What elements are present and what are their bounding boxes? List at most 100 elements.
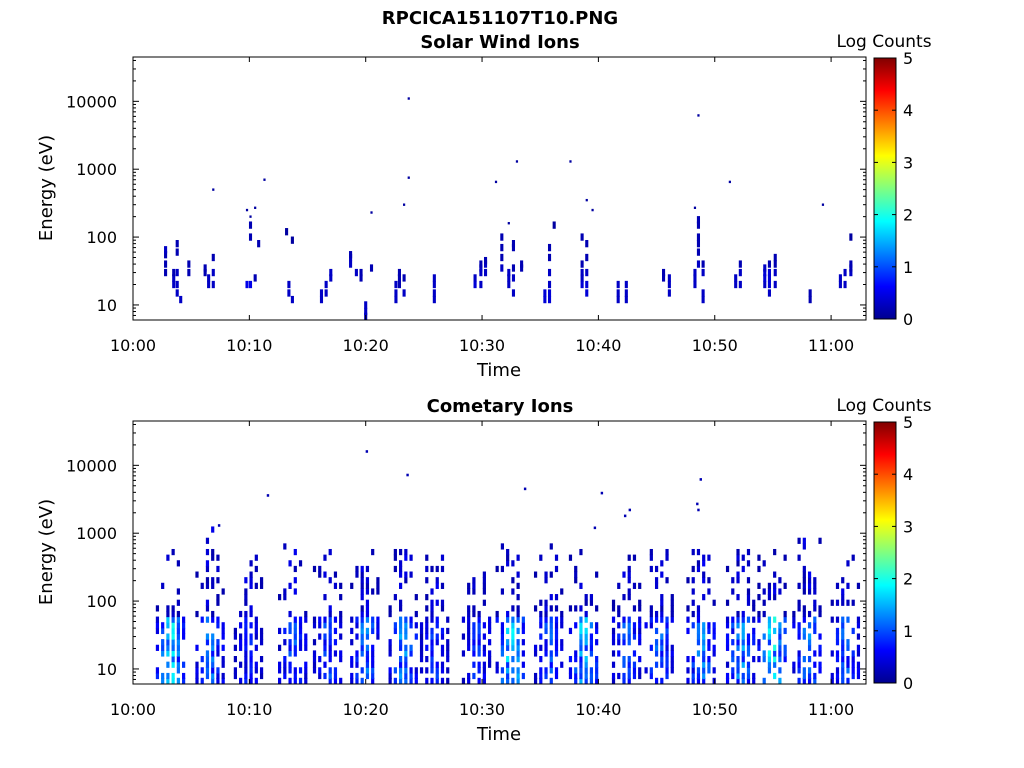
- spectrogram-cell: [851, 661, 855, 668]
- spectrogram-cell: [696, 502, 699, 506]
- spectrogram-cell: [521, 672, 525, 680]
- spectrogram-cell: [221, 622, 225, 629]
- spectrogram-cell: [574, 667, 578, 674]
- spectrogram-cell: [521, 661, 525, 668]
- spectrogram-cell: [461, 677, 466, 684]
- spectrogram-cell: [323, 594, 327, 601]
- spectrogram-cell: [399, 672, 403, 680]
- spectrogram-cell: [547, 289, 552, 297]
- spectrogram-cell: [369, 264, 374, 272]
- spectrogram-cell: [511, 627, 515, 635]
- spectrogram-cell: [702, 554, 706, 561]
- spectrogram-cell: [835, 639, 840, 646]
- spectrogram-cell: [778, 639, 782, 646]
- spectrogram-cell: [712, 677, 716, 684]
- spectrogram-cell: [435, 622, 439, 629]
- spectrogram-cell: [244, 616, 248, 623]
- spectrogram-cell: [328, 667, 332, 674]
- spectrogram-cell: [324, 289, 328, 297]
- spectrogram-cell: [482, 599, 486, 606]
- spectrogram-cell: [430, 656, 434, 663]
- spectrogram-cell: [393, 627, 397, 635]
- spectrogram-cell: [574, 577, 578, 584]
- spectrogram-cell: [600, 491, 604, 495]
- spectrogram-cell: [589, 599, 594, 606]
- spectrogram-cell: [802, 605, 806, 612]
- spectrogram-cell: [254, 616, 258, 623]
- spectrogram-cell: [328, 677, 332, 684]
- colorbar-label: Log Counts: [836, 396, 931, 416]
- spectrogram-cell: [399, 644, 403, 651]
- spectrogram-cell: [654, 610, 659, 618]
- spectrogram-cell: [767, 268, 771, 277]
- spectrogram-cell: [797, 622, 801, 629]
- spectrogram-cell: [702, 672, 706, 680]
- spectrogram-cell: [762, 633, 766, 640]
- spectrogram-cell: [195, 571, 199, 578]
- spectrogram-cell: [511, 243, 516, 252]
- x-tick-label: 10:10: [226, 336, 272, 355]
- spectrogram-cell: [304, 644, 308, 651]
- spectrogram-cell: [446, 644, 450, 651]
- spectrogram-cell: [746, 560, 751, 567]
- spectrogram-cell: [696, 565, 701, 573]
- spectrogram-cell: [665, 644, 669, 651]
- spectrogram-cell: [617, 622, 621, 629]
- spectrogram-cell: [333, 677, 338, 684]
- spectrogram-cell: [520, 264, 524, 272]
- spectrogram-cell: [249, 639, 253, 646]
- x-tick-label: 10:00: [110, 700, 156, 719]
- spectrogram-cell: [696, 672, 701, 680]
- spectrogram-cell: [654, 639, 659, 646]
- x-tick-label: 11:00: [808, 700, 854, 719]
- spectrogram-cell: [500, 650, 505, 657]
- spectrogram-cell: [547, 295, 552, 304]
- spectrogram-cell: [440, 582, 445, 589]
- spectrogram-cell: [856, 644, 861, 651]
- spectrogram-cell: [249, 605, 253, 612]
- spectrogram-cell: [731, 616, 735, 623]
- spectrogram-cell: [419, 656, 424, 663]
- spectrogram-cell: [767, 280, 771, 289]
- spectrogram-cell: [697, 508, 700, 512]
- spectrogram-cell: [707, 588, 711, 595]
- spectrogram-cell: [404, 667, 408, 674]
- spectrogram-cell: [339, 610, 343, 618]
- spectrogram-cell: [702, 661, 706, 668]
- spectrogram-cell: [539, 644, 543, 651]
- spectrogram-cell: [394, 280, 398, 289]
- spectrogram-cell: [549, 650, 553, 657]
- spectrogram-cell: [701, 289, 705, 297]
- spectrogram-cell: [404, 677, 408, 684]
- spectrogram-cell: [221, 588, 225, 595]
- spectrogram-cell: [430, 588, 434, 595]
- spectrogram-cell: [783, 644, 787, 651]
- spectrogram-cell: [516, 627, 520, 635]
- spectrogram-cell: [216, 577, 220, 584]
- spectrogram-cell: [467, 605, 471, 612]
- spectrogram-cell: [176, 633, 180, 640]
- spectrogram-cell: [482, 672, 486, 680]
- spectrogram-cell: [813, 577, 817, 584]
- spectrogram-cell: [293, 650, 297, 657]
- spectrogram-cell: [355, 656, 359, 663]
- spectrogram-cell: [773, 616, 777, 623]
- spectrogram-cell: [691, 661, 695, 668]
- spectrogram-cell: [585, 268, 589, 277]
- spectrogram-cell: [731, 650, 735, 657]
- spectrogram-cell: [622, 672, 626, 680]
- spectrogram-cell: [176, 610, 180, 618]
- spectrogram-cell: [762, 588, 766, 595]
- spectrogram-cell: [440, 633, 445, 640]
- spectrogram-cell: [205, 633, 210, 640]
- spectrogram-cell: [767, 588, 772, 595]
- spectrogram-cell: [409, 667, 413, 674]
- colorbar-ticks: 0 1 2 3 4 5: [874, 413, 913, 693]
- spectrogram-cell: [632, 582, 637, 589]
- spectrogram-cell: [773, 548, 777, 556]
- spectrogram-cell: [319, 295, 324, 304]
- spectrogram-cell: [166, 610, 170, 618]
- spectrogram-cell: [807, 582, 812, 589]
- spectrogram-cell: [285, 228, 289, 236]
- spectrogram-cell: [693, 280, 697, 289]
